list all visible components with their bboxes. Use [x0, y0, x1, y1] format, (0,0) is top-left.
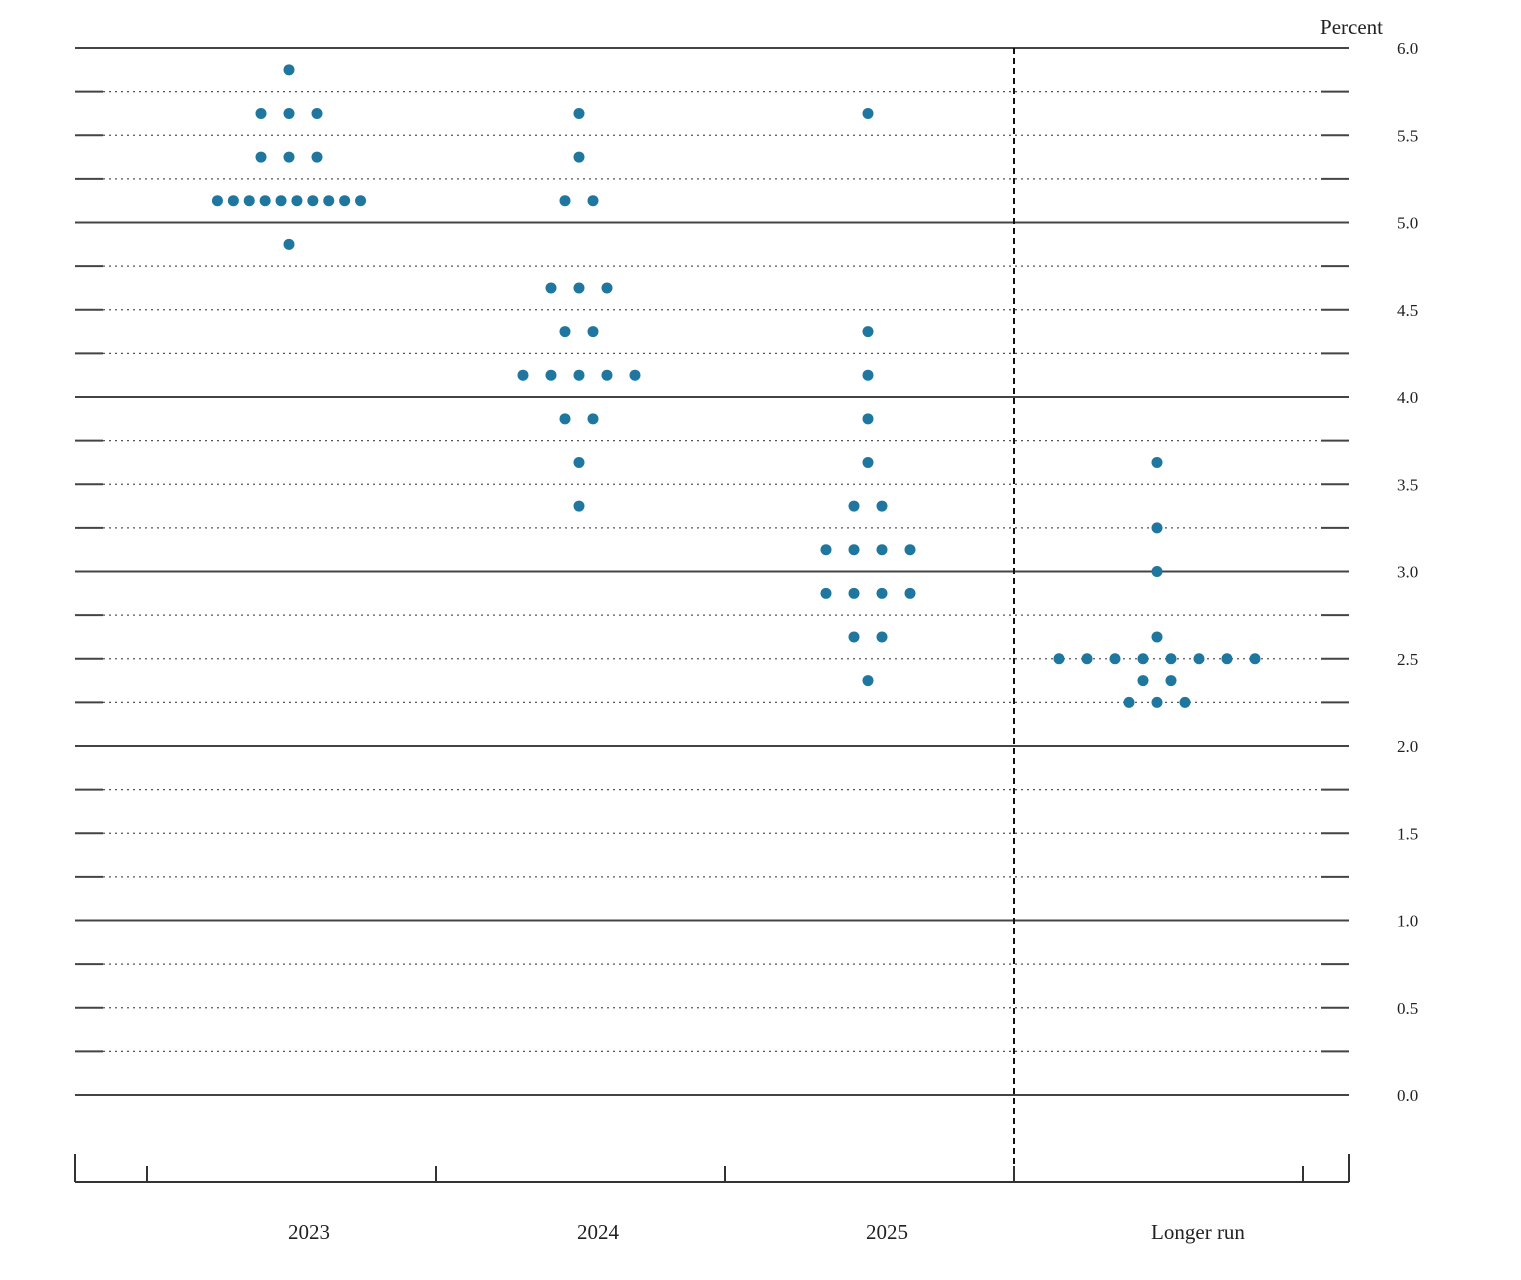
dot-point — [876, 500, 888, 512]
dots-layer — [211, 64, 1261, 708]
dot-point — [227, 195, 239, 207]
dot-point — [862, 675, 874, 687]
dot-point — [259, 195, 271, 207]
dot-point — [1109, 653, 1121, 665]
y-tick-label: 2.0 — [1397, 737, 1418, 756]
dot-point — [573, 151, 585, 163]
dot-point — [1081, 653, 1093, 665]
dot-point — [1151, 456, 1163, 468]
dot-point — [1165, 675, 1177, 687]
dot-point — [573, 282, 585, 294]
dot-point — [573, 500, 585, 512]
dot-point — [1123, 696, 1135, 708]
dot-point — [255, 151, 267, 163]
dot-point — [1151, 631, 1163, 643]
y-tick-label: 3.5 — [1397, 475, 1418, 494]
dot-point — [876, 587, 888, 599]
dot-point — [862, 326, 874, 338]
y-tick-label: 0.0 — [1397, 1086, 1418, 1105]
x-axis — [74, 1154, 1350, 1183]
y-axis-labels: 0.0 0.5 1.0 1.5 2.0 2.5 3.0 3.5 4.0 4.5 5.0 5.5 6.0 — [1397, 39, 1418, 1105]
dot-point — [283, 151, 295, 163]
dot-point — [559, 195, 571, 207]
dot-point — [587, 326, 599, 338]
dot-point — [848, 587, 860, 599]
x-axis-labels: 2023 2024 2025 Longer run — [288, 1220, 1245, 1244]
dot-point — [848, 544, 860, 556]
y-tick-label: 0.5 — [1397, 999, 1418, 1018]
dot-point — [848, 631, 860, 643]
dot-point — [211, 195, 223, 207]
y-tick-label: 3.0 — [1397, 563, 1418, 582]
dot-point — [862, 369, 874, 381]
dot-point — [1193, 653, 1205, 665]
dot-point — [559, 326, 571, 338]
dot-point — [307, 195, 319, 207]
dot-point — [311, 151, 323, 163]
edge-tick-marks — [75, 90, 1349, 1053]
dot-point — [1151, 696, 1163, 708]
dot-point — [862, 413, 874, 425]
dot-point — [311, 107, 323, 119]
dot-point — [1179, 696, 1191, 708]
dot-point — [862, 107, 874, 119]
dot-point — [573, 369, 585, 381]
y-axis-unit-label: Percent — [1320, 15, 1383, 39]
dot-point — [587, 413, 599, 425]
dot-point — [904, 587, 916, 599]
y-tick-label: 4.0 — [1397, 388, 1418, 407]
dot-point — [876, 631, 888, 643]
x-category-label: 2023 — [288, 1220, 330, 1244]
dot-point — [1221, 653, 1233, 665]
dot-point — [243, 195, 255, 207]
y-tick-label: 5.0 — [1397, 214, 1418, 233]
dot-point — [601, 282, 613, 294]
y-tick-label: 2.5 — [1397, 650, 1418, 669]
x-category-label: 2024 — [577, 1220, 620, 1244]
dot-point — [876, 544, 888, 556]
dot-point — [545, 282, 557, 294]
dot-point — [1249, 653, 1261, 665]
dot-point — [339, 195, 351, 207]
dot-point — [629, 369, 641, 381]
dot-point — [1137, 675, 1149, 687]
dot-point — [323, 195, 335, 207]
dot-point — [904, 544, 916, 556]
dot-point — [1165, 653, 1177, 665]
dot-point — [283, 64, 295, 76]
x-category-label: 2025 — [866, 1220, 908, 1244]
y-tick-label: 1.5 — [1397, 824, 1418, 843]
dot-point — [1151, 522, 1163, 534]
y-tick-label: 6.0 — [1397, 39, 1418, 58]
dot-point — [283, 238, 295, 250]
y-tick-label: 1.0 — [1397, 912, 1418, 931]
dot-point — [275, 195, 287, 207]
dot-point — [255, 107, 267, 119]
dot-point — [601, 369, 613, 381]
y-tick-label: 4.5 — [1397, 301, 1418, 320]
dot-point — [291, 195, 303, 207]
dot-point — [820, 587, 832, 599]
x-category-label: Longer run — [1151, 1220, 1245, 1244]
y-tick-label: 5.5 — [1397, 126, 1418, 145]
dot-point — [573, 107, 585, 119]
dot-point — [355, 195, 367, 207]
dot-point — [283, 107, 295, 119]
dot-point — [517, 369, 529, 381]
dot-point — [1053, 653, 1065, 665]
dot-point — [545, 369, 557, 381]
dot-point — [848, 500, 860, 512]
dot-point — [573, 456, 585, 468]
dot-point — [559, 413, 571, 425]
dot-point — [587, 195, 599, 207]
dot-point — [862, 456, 874, 468]
dot-point — [820, 544, 832, 556]
dot-point — [1151, 566, 1163, 577]
dot-point — [1137, 653, 1149, 665]
